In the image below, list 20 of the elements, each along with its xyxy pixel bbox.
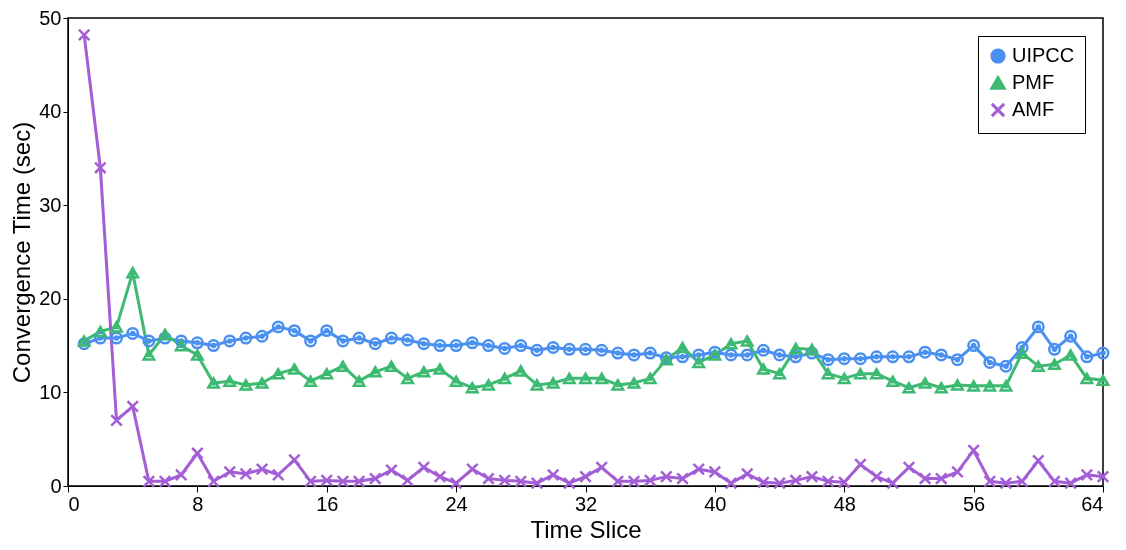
x-tick-label: 0 (68, 492, 80, 515)
x-tick-label: 40 (704, 492, 727, 515)
y-tick-label: 10 (39, 380, 62, 403)
y-tick-label: 30 (39, 193, 62, 216)
y-tick-label: 50 (39, 6, 62, 29)
legend-label: AMF (1012, 98, 1055, 120)
x-tick-label: 8 (192, 492, 204, 515)
legend-label: PMF (1012, 71, 1055, 93)
x-tick-label: 32 (574, 492, 598, 515)
x-tick-label: 24 (445, 492, 468, 515)
x-tick-label: 48 (833, 492, 856, 515)
y-axis-title: Convergence Time (sec) (8, 121, 36, 384)
legend-label: UIPCC (1012, 44, 1075, 66)
x-tick-label: 64 (1081, 492, 1104, 515)
x-tick-label: 56 (963, 492, 986, 515)
y-tick-label: 40 (39, 100, 62, 123)
x-axis-title: Time Slice (530, 515, 642, 543)
x-tick-label: 16 (316, 492, 339, 515)
y-tick-label: 20 (39, 287, 62, 310)
y-tick-label: 0 (50, 474, 62, 497)
